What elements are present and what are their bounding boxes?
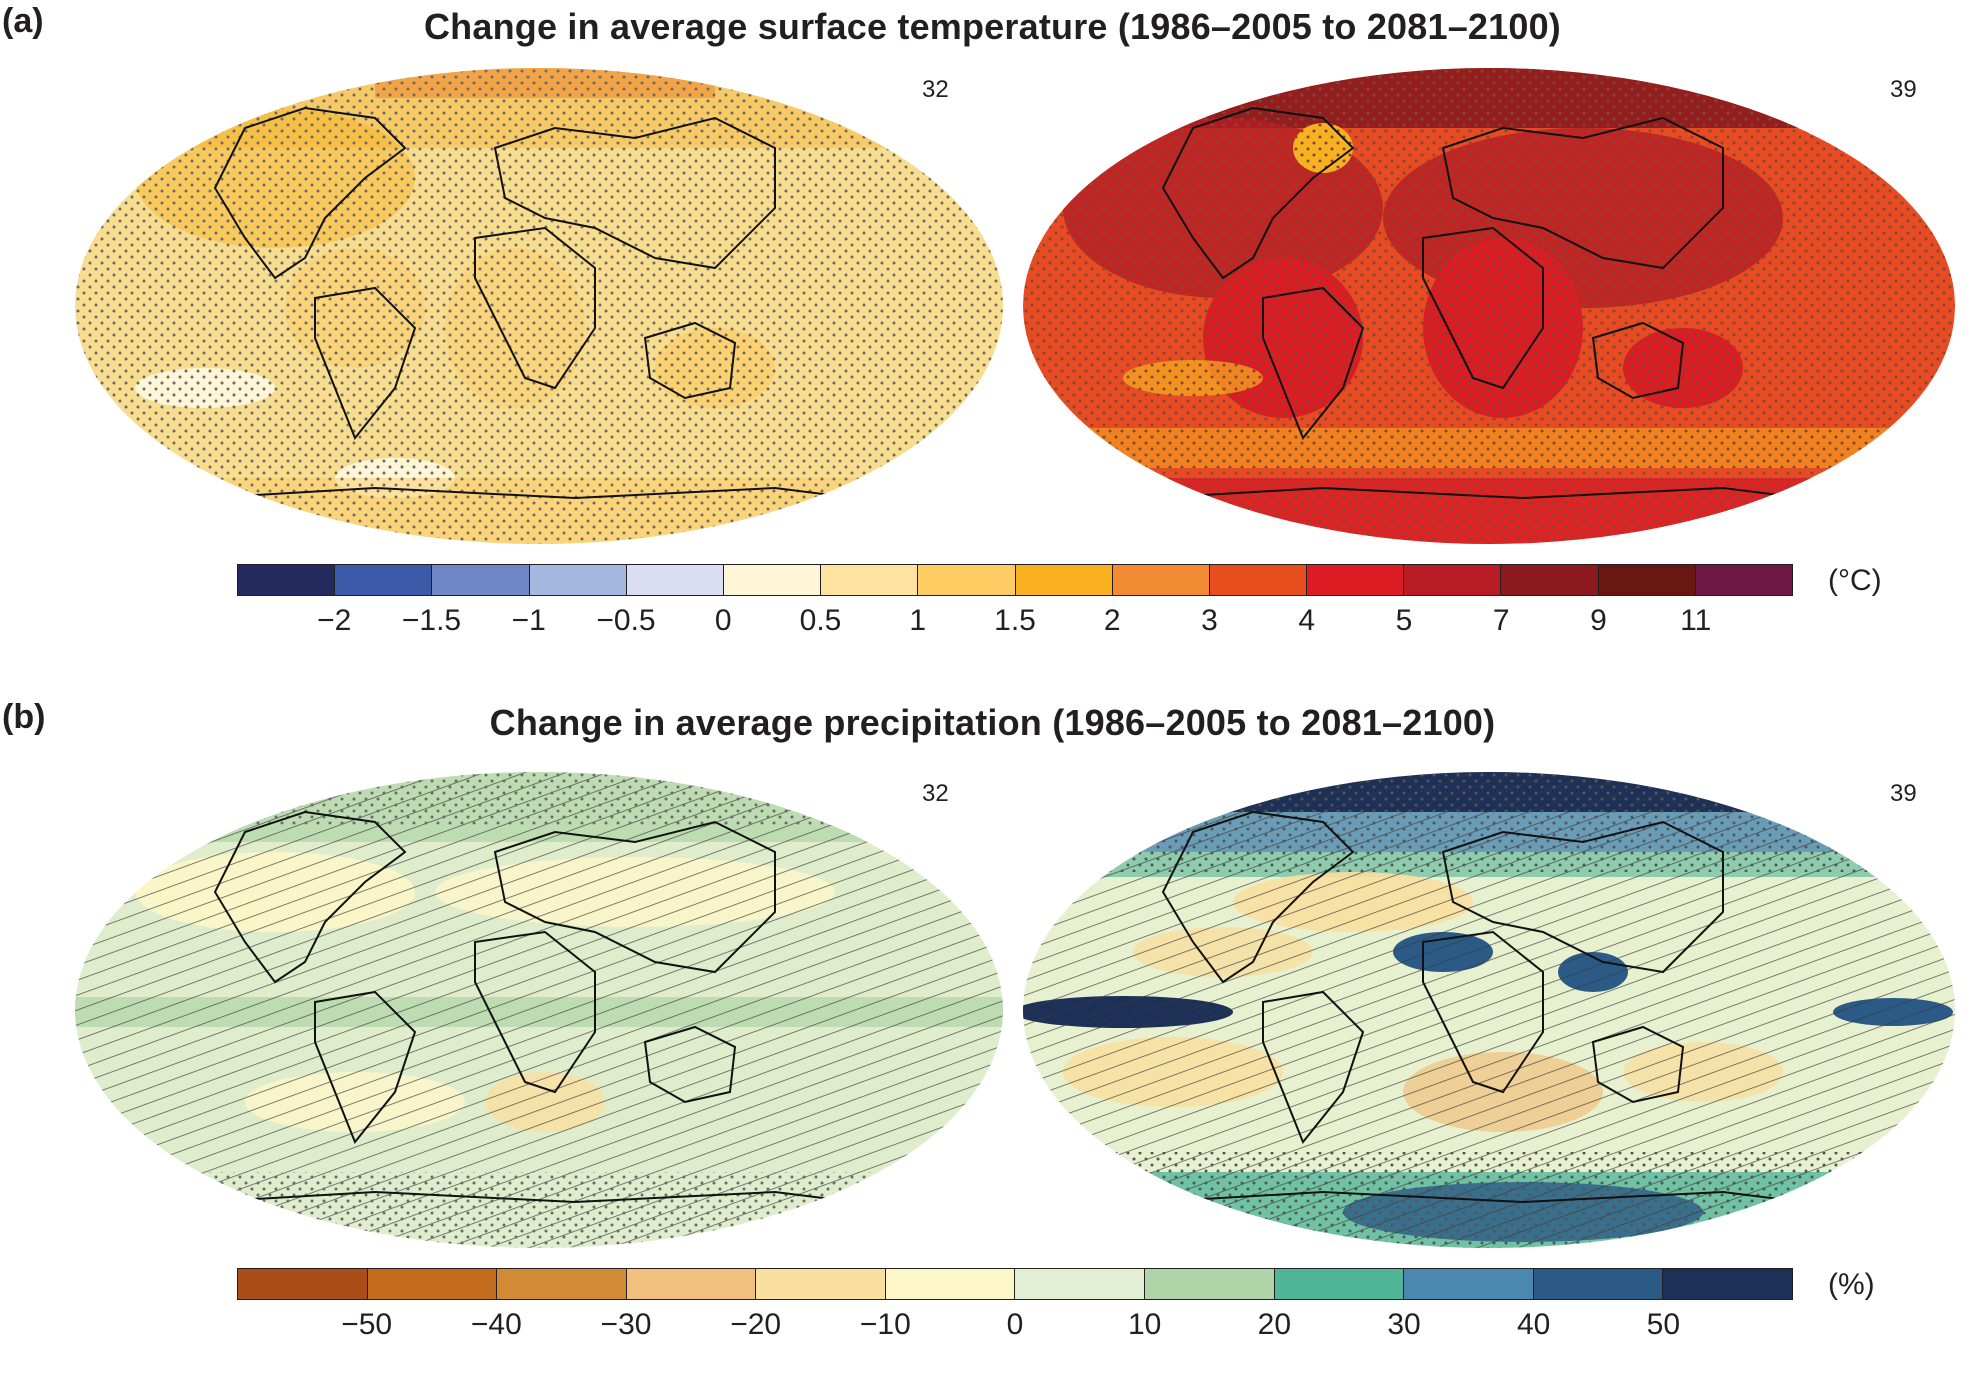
colorbar-tick-label: −0.5 (596, 604, 656, 637)
map-temperature-rcp26 (75, 68, 1003, 544)
model-count-temp-left: 32 (922, 76, 949, 103)
colorbar-tick-label: 1.5 (994, 604, 1036, 637)
panel-b-title: Change in average precipitation (1986–20… (489, 702, 1496, 743)
colorbar-swatch-11 (1307, 565, 1405, 595)
colorbar-swatch-10 (1209, 565, 1308, 595)
precipitation-unit: (%) (1828, 1268, 1875, 1301)
panel-b-letter: (b) (2, 698, 46, 736)
colorbar-swatch-14 (1598, 565, 1696, 595)
colorbar-swatch-2 (432, 565, 530, 595)
model-count-temp-right: 39 (1890, 76, 1917, 103)
colorbar-tick-label: 0.5 (799, 604, 842, 637)
map-pattern (75, 772, 1003, 1248)
model-count-precip-right: 39 (1890, 780, 1917, 807)
colorbar-tick-label: −50 (341, 1308, 393, 1341)
colorbar-tick-label: −2 (317, 604, 352, 637)
colorbar-swatch-4 (626, 565, 724, 595)
colorbar-tick-label: 50 (1646, 1308, 1681, 1341)
colorbar-tick-label: −10 (859, 1308, 911, 1341)
colorbar-tick-label: −30 (600, 1308, 652, 1341)
map-temperature-rcp85 (1023, 68, 1955, 544)
colorbar-tick-label: −1.5 (401, 604, 462, 637)
colorbar-tick-label: −40 (470, 1308, 522, 1341)
colorbar-swatch-9 (1404, 1269, 1534, 1299)
colorbar-swatch-6 (821, 565, 919, 595)
colorbar-swatch-1 (367, 1269, 498, 1299)
colorbar-swatch-6 (1015, 1269, 1146, 1299)
colorbar-swatch-1 (335, 565, 433, 595)
colorbar-tick-label: 3 (1201, 604, 1218, 637)
temperature-colorbar (237, 564, 1793, 596)
colorbar-swatch-8 (1015, 565, 1113, 595)
model-count-precip-left: 32 (922, 780, 949, 807)
colorbar-swatch-9 (1112, 565, 1210, 595)
colorbar-swatch-13 (1501, 565, 1599, 595)
colorbar-swatch-2 (497, 1269, 627, 1299)
colorbar-swatch-15 (1695, 565, 1792, 595)
colorbar-swatch-0 (238, 565, 336, 595)
colorbar-swatch-8 (1274, 1269, 1405, 1299)
colorbar-tick-label: 0 (714, 604, 732, 637)
temperature-unit: (°C) (1828, 564, 1882, 597)
colorbar-tick-label: 9 (1590, 604, 1607, 637)
colorbar-swatch-3 (529, 565, 627, 595)
panel-a-title: Change in average surface temperature (1… (423, 6, 1561, 47)
colorbar-tick-label: −1 (511, 604, 546, 637)
colorbar-swatch-5 (723, 565, 822, 595)
colorbar-tick-label: 20 (1257, 1308, 1292, 1341)
colorbar-tick-label: −20 (730, 1308, 782, 1341)
colorbar-swatch-12 (1404, 565, 1502, 595)
map-pattern (75, 68, 1003, 544)
colorbar-tick-label: 11 (1680, 604, 1712, 637)
colorbar-swatch-5 (885, 1269, 1016, 1299)
colorbar-swatch-4 (756, 1269, 886, 1299)
colorbar-tick-label: 1 (909, 604, 927, 637)
colorbar-tick-label: 7 (1492, 604, 1510, 637)
colorbar-swatch-3 (626, 1269, 757, 1299)
map-precipitation-rcp85 (1023, 772, 1955, 1248)
colorbar-swatch-7 (918, 565, 1016, 595)
colorbar-swatch-0 (238, 1269, 368, 1299)
colorbar-tick-label: 0 (1006, 1308, 1024, 1341)
colorbar-tick-label: 5 (1395, 604, 1413, 637)
panel-a-letter: (a) (2, 2, 44, 40)
colorbar-tick-label: 4 (1298, 604, 1316, 637)
colorbar-swatch-7 (1145, 1269, 1275, 1299)
colorbar-tick-label: 10 (1127, 1308, 1162, 1341)
map-pattern (1023, 68, 1955, 544)
map-precipitation-rcp26 (75, 772, 1003, 1248)
colorbar-tick-label: 40 (1516, 1308, 1551, 1341)
precipitation-colorbar (237, 1268, 1793, 1300)
colorbar-swatch-10 (1533, 1269, 1664, 1299)
colorbar-swatch-11 (1663, 1269, 1792, 1299)
colorbar-tick-label: 2 (1103, 604, 1121, 637)
colorbar-tick-label: 30 (1387, 1308, 1421, 1341)
